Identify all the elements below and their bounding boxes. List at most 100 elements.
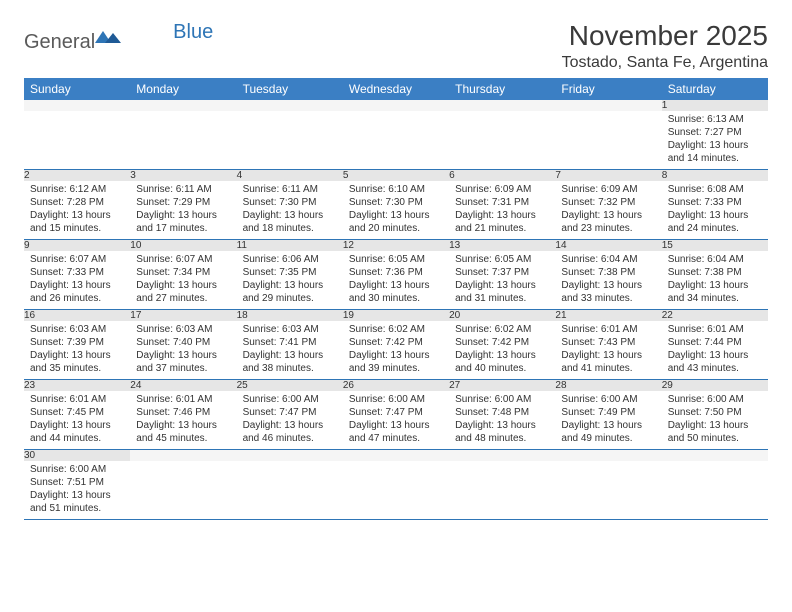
day-line: Sunrise: 6:00 AM: [668, 393, 762, 406]
day-line: and 38 minutes.: [243, 362, 337, 375]
day-line: Daylight: 13 hours: [30, 209, 124, 222]
day-line: Daylight: 13 hours: [561, 349, 655, 362]
day-line: Sunrise: 6:13 AM: [668, 113, 762, 126]
day-line: Sunset: 7:34 PM: [136, 266, 230, 279]
day-line: Daylight: 13 hours: [136, 419, 230, 432]
day-line: Sunrise: 6:00 AM: [561, 393, 655, 406]
week-content-row: Sunrise: 6:12 AMSunset: 7:28 PMDaylight:…: [24, 181, 768, 240]
day-line: and 48 minutes.: [455, 432, 549, 445]
day-number-cell: 3: [130, 170, 236, 182]
day-line: Sunset: 7:43 PM: [561, 336, 655, 349]
day-line: Sunrise: 6:01 AM: [561, 323, 655, 336]
day-line: Sunset: 7:38 PM: [668, 266, 762, 279]
day-cell: Sunrise: 6:08 AMSunset: 7:33 PMDaylight:…: [662, 181, 768, 240]
day-number-cell: 17: [130, 310, 236, 322]
day-number-cell: [343, 100, 449, 111]
day-line: Sunrise: 6:07 AM: [30, 253, 124, 266]
day-number-cell: 4: [237, 170, 343, 182]
day-line: Daylight: 13 hours: [668, 139, 762, 152]
day-line: Sunset: 7:29 PM: [136, 196, 230, 209]
day-line: and 45 minutes.: [136, 432, 230, 445]
day-line: and 50 minutes.: [668, 432, 762, 445]
day-line: and 34 minutes.: [668, 292, 762, 305]
week-number-row: 30: [24, 450, 768, 462]
day-line: Daylight: 13 hours: [561, 209, 655, 222]
day-cell: Sunrise: 6:00 AMSunset: 7:47 PMDaylight:…: [237, 391, 343, 450]
day-line: Sunrise: 6:02 AM: [349, 323, 443, 336]
logo: General Blue: [24, 20, 213, 57]
day-line: and 18 minutes.: [243, 222, 337, 235]
day-line: Sunset: 7:47 PM: [349, 406, 443, 419]
day-cell: Sunrise: 6:02 AMSunset: 7:42 PMDaylight:…: [343, 321, 449, 380]
day-line: Sunset: 7:47 PM: [243, 406, 337, 419]
day-line: Sunset: 7:27 PM: [668, 126, 762, 139]
day-line: Sunset: 7:39 PM: [30, 336, 124, 349]
day-line: and 40 minutes.: [455, 362, 549, 375]
day-cell: [130, 111, 236, 170]
day-number-cell: [24, 100, 130, 111]
day-line: Sunrise: 6:00 AM: [455, 393, 549, 406]
day-line: Daylight: 13 hours: [668, 279, 762, 292]
day-line: Sunset: 7:30 PM: [243, 196, 337, 209]
title-block: November 2025 Tostado, Santa Fe, Argenti…: [562, 20, 768, 72]
day-number-cell: 23: [24, 380, 130, 392]
day-line: and 23 minutes.: [561, 222, 655, 235]
day-cell: Sunrise: 6:01 AMSunset: 7:46 PMDaylight:…: [130, 391, 236, 450]
day-line: Sunset: 7:44 PM: [668, 336, 762, 349]
week-content-row: Sunrise: 6:03 AM Sunset: 7:39 PM Daylight:…: [24, 321, 768, 380]
day-line: Sunset: 7:28 PM: [30, 196, 124, 209]
day-header: Friday: [555, 78, 661, 100]
day-cell: Sunrise: 6:04 AMSunset: 7:38 PMDaylight:…: [662, 251, 768, 310]
day-line: Daylight: 13 hours: [455, 419, 549, 432]
day-number-cell: 27: [449, 380, 555, 392]
logo-flag-icon: [95, 28, 121, 51]
day-line: Sunrise: 6:01 AM: [30, 393, 124, 406]
day-cell: Sunrise: 6:01 AMSunset: 7:44 PMDaylight:…: [662, 321, 768, 380]
day-header: Saturday: [662, 78, 768, 100]
day-cell: Sunrise: 6:03 AMSunset: 7:39 PMDaylight:…: [24, 321, 130, 380]
day-line: Sunrise: 6:11 AM: [136, 183, 230, 196]
day-line: and 30 minutes.: [349, 292, 443, 305]
day-cell: Sunrise: 6:10 AMSunset: 7:30 PMDaylight:…: [343, 181, 449, 240]
day-cell: Sunrise: 6:00 AMSunset: 7:47 PMDaylight:…: [343, 391, 449, 450]
day-line: Sunrise: 6:03 AM: [243, 323, 337, 336]
day-line: Daylight: 13 hours: [349, 209, 443, 222]
day-cell: Sunrise: 6:11 AMSunset: 7:29 PMDaylight:…: [130, 181, 236, 240]
day-line: Sunset: 7:31 PM: [455, 196, 549, 209]
day-line: Sunrise: 6:09 AM: [561, 183, 655, 196]
day-line: and 27 minutes.: [136, 292, 230, 305]
week-number-row: 23242526272829: [24, 380, 768, 392]
day-line: Sunset: 7:33 PM: [668, 196, 762, 209]
day-line: Sunrise: 6:07 AM: [136, 253, 230, 266]
day-number-cell: 11: [237, 240, 343, 252]
day-line: Daylight: 13 hours: [136, 349, 230, 362]
day-cell: Sunrise: 6:00 AMSunset: 7:51 PMDaylight:…: [24, 461, 130, 520]
day-header: Monday: [130, 78, 236, 100]
day-header: Sunday: [24, 78, 130, 100]
day-cell: Sunrise: 6:04 AMSunset: 7:38 PMDaylight:…: [555, 251, 661, 310]
day-line: and 24 minutes.: [668, 222, 762, 235]
day-line: Daylight: 13 hours: [561, 419, 655, 432]
week-number-row: 16171819202122: [24, 310, 768, 322]
day-line: Daylight: 13 hours: [136, 209, 230, 222]
day-number-cell: 25: [237, 380, 343, 392]
day-cell: [555, 111, 661, 170]
day-cell: Sunrise: 6:03 AMSunset: 7:40 PMDaylight:…: [130, 321, 236, 380]
day-header: Thursday: [449, 78, 555, 100]
day-cell: Sunrise: 6:00 AMSunset: 7:48 PMDaylight:…: [449, 391, 555, 450]
logo-text-general: General: [24, 31, 95, 54]
day-line: Sunrise: 6:06 AM: [243, 253, 337, 266]
day-number-cell: 18: [237, 310, 343, 322]
day-line: Sunset: 7:33 PM: [30, 266, 124, 279]
day-cell: Sunrise: 6:00 AMSunset: 7:49 PMDaylight:…: [555, 391, 661, 450]
day-header: Wednesday: [343, 78, 449, 100]
day-number-cell: 19: [343, 310, 449, 322]
day-number-cell: 24: [130, 380, 236, 392]
day-cell: Sunrise: 6:13 AMSunset: 7:27 PMDaylight:…: [662, 111, 768, 170]
day-cell: [130, 461, 236, 520]
day-cell: [237, 461, 343, 520]
day-number-cell: 22: [662, 310, 768, 322]
week-number-row: 1: [24, 100, 768, 111]
day-line: and 41 minutes.: [561, 362, 655, 375]
day-line: and 17 minutes.: [136, 222, 230, 235]
